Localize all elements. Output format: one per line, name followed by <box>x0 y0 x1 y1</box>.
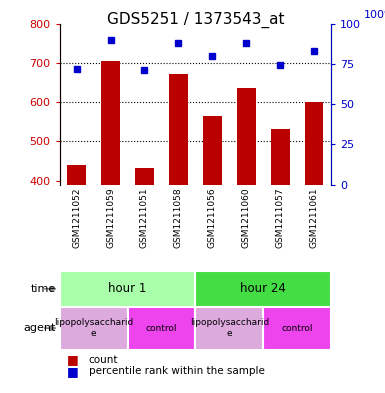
Bar <box>305 102 323 338</box>
Bar <box>271 129 290 338</box>
Text: time: time <box>30 284 56 294</box>
Bar <box>135 168 154 338</box>
Text: GSM1211057: GSM1211057 <box>276 187 285 248</box>
Text: hour 1: hour 1 <box>108 282 147 296</box>
Text: GSM1211056: GSM1211056 <box>208 187 217 248</box>
Text: GSM1211052: GSM1211052 <box>72 187 81 248</box>
Bar <box>195 271 331 307</box>
Bar <box>101 61 120 338</box>
Text: lipopolysaccharid
e: lipopolysaccharid e <box>54 318 133 338</box>
Bar <box>127 307 195 350</box>
Text: GSM1211051: GSM1211051 <box>140 187 149 248</box>
Bar <box>237 88 256 338</box>
Text: ■: ■ <box>67 365 79 378</box>
Text: lipopolysaccharid
e: lipopolysaccharid e <box>190 318 269 338</box>
Text: GSM1211059: GSM1211059 <box>106 187 115 248</box>
Text: GDS5251 / 1373543_at: GDS5251 / 1373543_at <box>107 12 284 28</box>
Bar <box>60 271 195 307</box>
Bar <box>67 165 86 338</box>
Bar <box>169 74 188 338</box>
Text: agent: agent <box>23 323 56 333</box>
Bar <box>195 307 263 350</box>
Y-axis label: 100%: 100% <box>364 10 385 20</box>
Bar <box>60 307 127 350</box>
Text: count: count <box>89 354 118 365</box>
Bar <box>263 307 331 350</box>
Text: GSM1211060: GSM1211060 <box>242 187 251 248</box>
Text: percentile rank within the sample: percentile rank within the sample <box>89 366 264 376</box>
Text: ■: ■ <box>67 353 79 366</box>
Text: GSM1211061: GSM1211061 <box>310 187 319 248</box>
Bar <box>203 116 222 338</box>
Text: control: control <box>146 324 177 332</box>
Text: control: control <box>281 324 313 332</box>
Text: hour 24: hour 24 <box>240 282 286 296</box>
Text: GSM1211058: GSM1211058 <box>174 187 183 248</box>
